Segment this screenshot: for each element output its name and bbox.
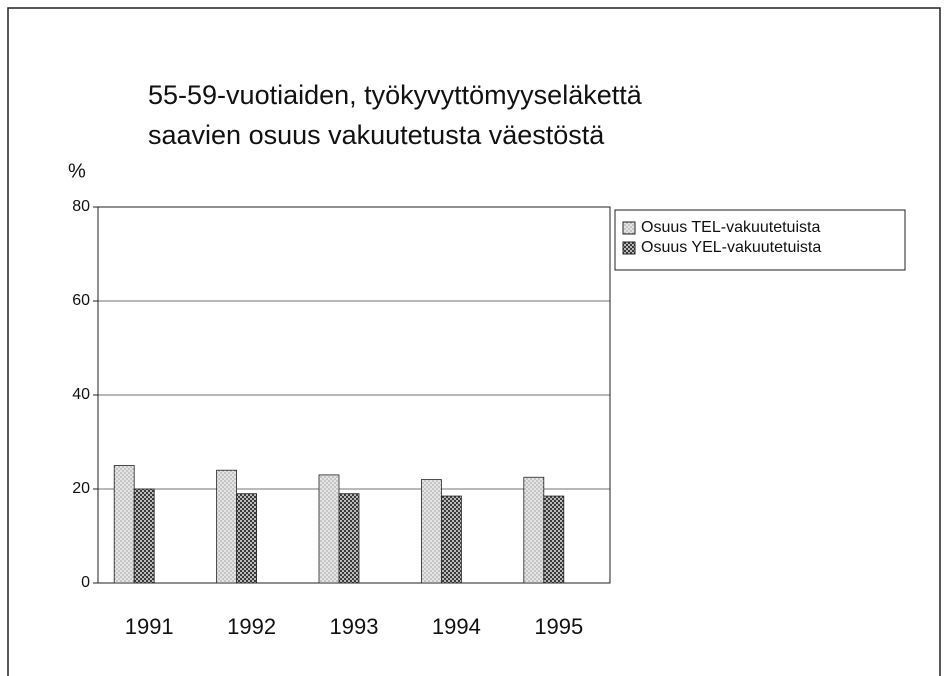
bar [216, 469, 238, 584]
y-tick-label: 80 [72, 198, 90, 215]
legend-label: Osuus TEL-vakuutetuista [641, 219, 820, 236]
bar [113, 465, 135, 584]
y-tick-label: 20 [72, 480, 90, 497]
legend-label: Osuus YEL-vakuutetuista [641, 239, 821, 256]
x-tick-label: 1995 [534, 614, 583, 639]
bar [133, 488, 155, 584]
bar [440, 495, 462, 584]
x-tick-label: 1992 [227, 614, 276, 639]
y-tick-label: 40 [72, 386, 90, 403]
y-tick-label: 0 [81, 574, 90, 591]
y-tick-label: 60 [72, 292, 90, 309]
legend-swatch [622, 221, 636, 235]
x-tick-label: 1991 [125, 614, 174, 639]
chart-title: saavien osuus vakuutetusta väestöstä [148, 120, 605, 150]
bar [543, 495, 565, 584]
frame [7, 7, 941, 676]
bar [236, 493, 258, 584]
legend-swatch [622, 241, 636, 255]
x-tick-label: 1994 [432, 614, 481, 639]
bar [523, 476, 545, 584]
bar [420, 479, 442, 584]
bar [318, 474, 340, 584]
chart-title: 55-59-vuotiaiden, työkyvyttömyyseläkettä [148, 80, 643, 110]
legend-box [614, 209, 906, 271]
y-axis-label: % [68, 160, 86, 182]
bar [338, 493, 360, 584]
x-tick-label: 1993 [330, 614, 379, 639]
